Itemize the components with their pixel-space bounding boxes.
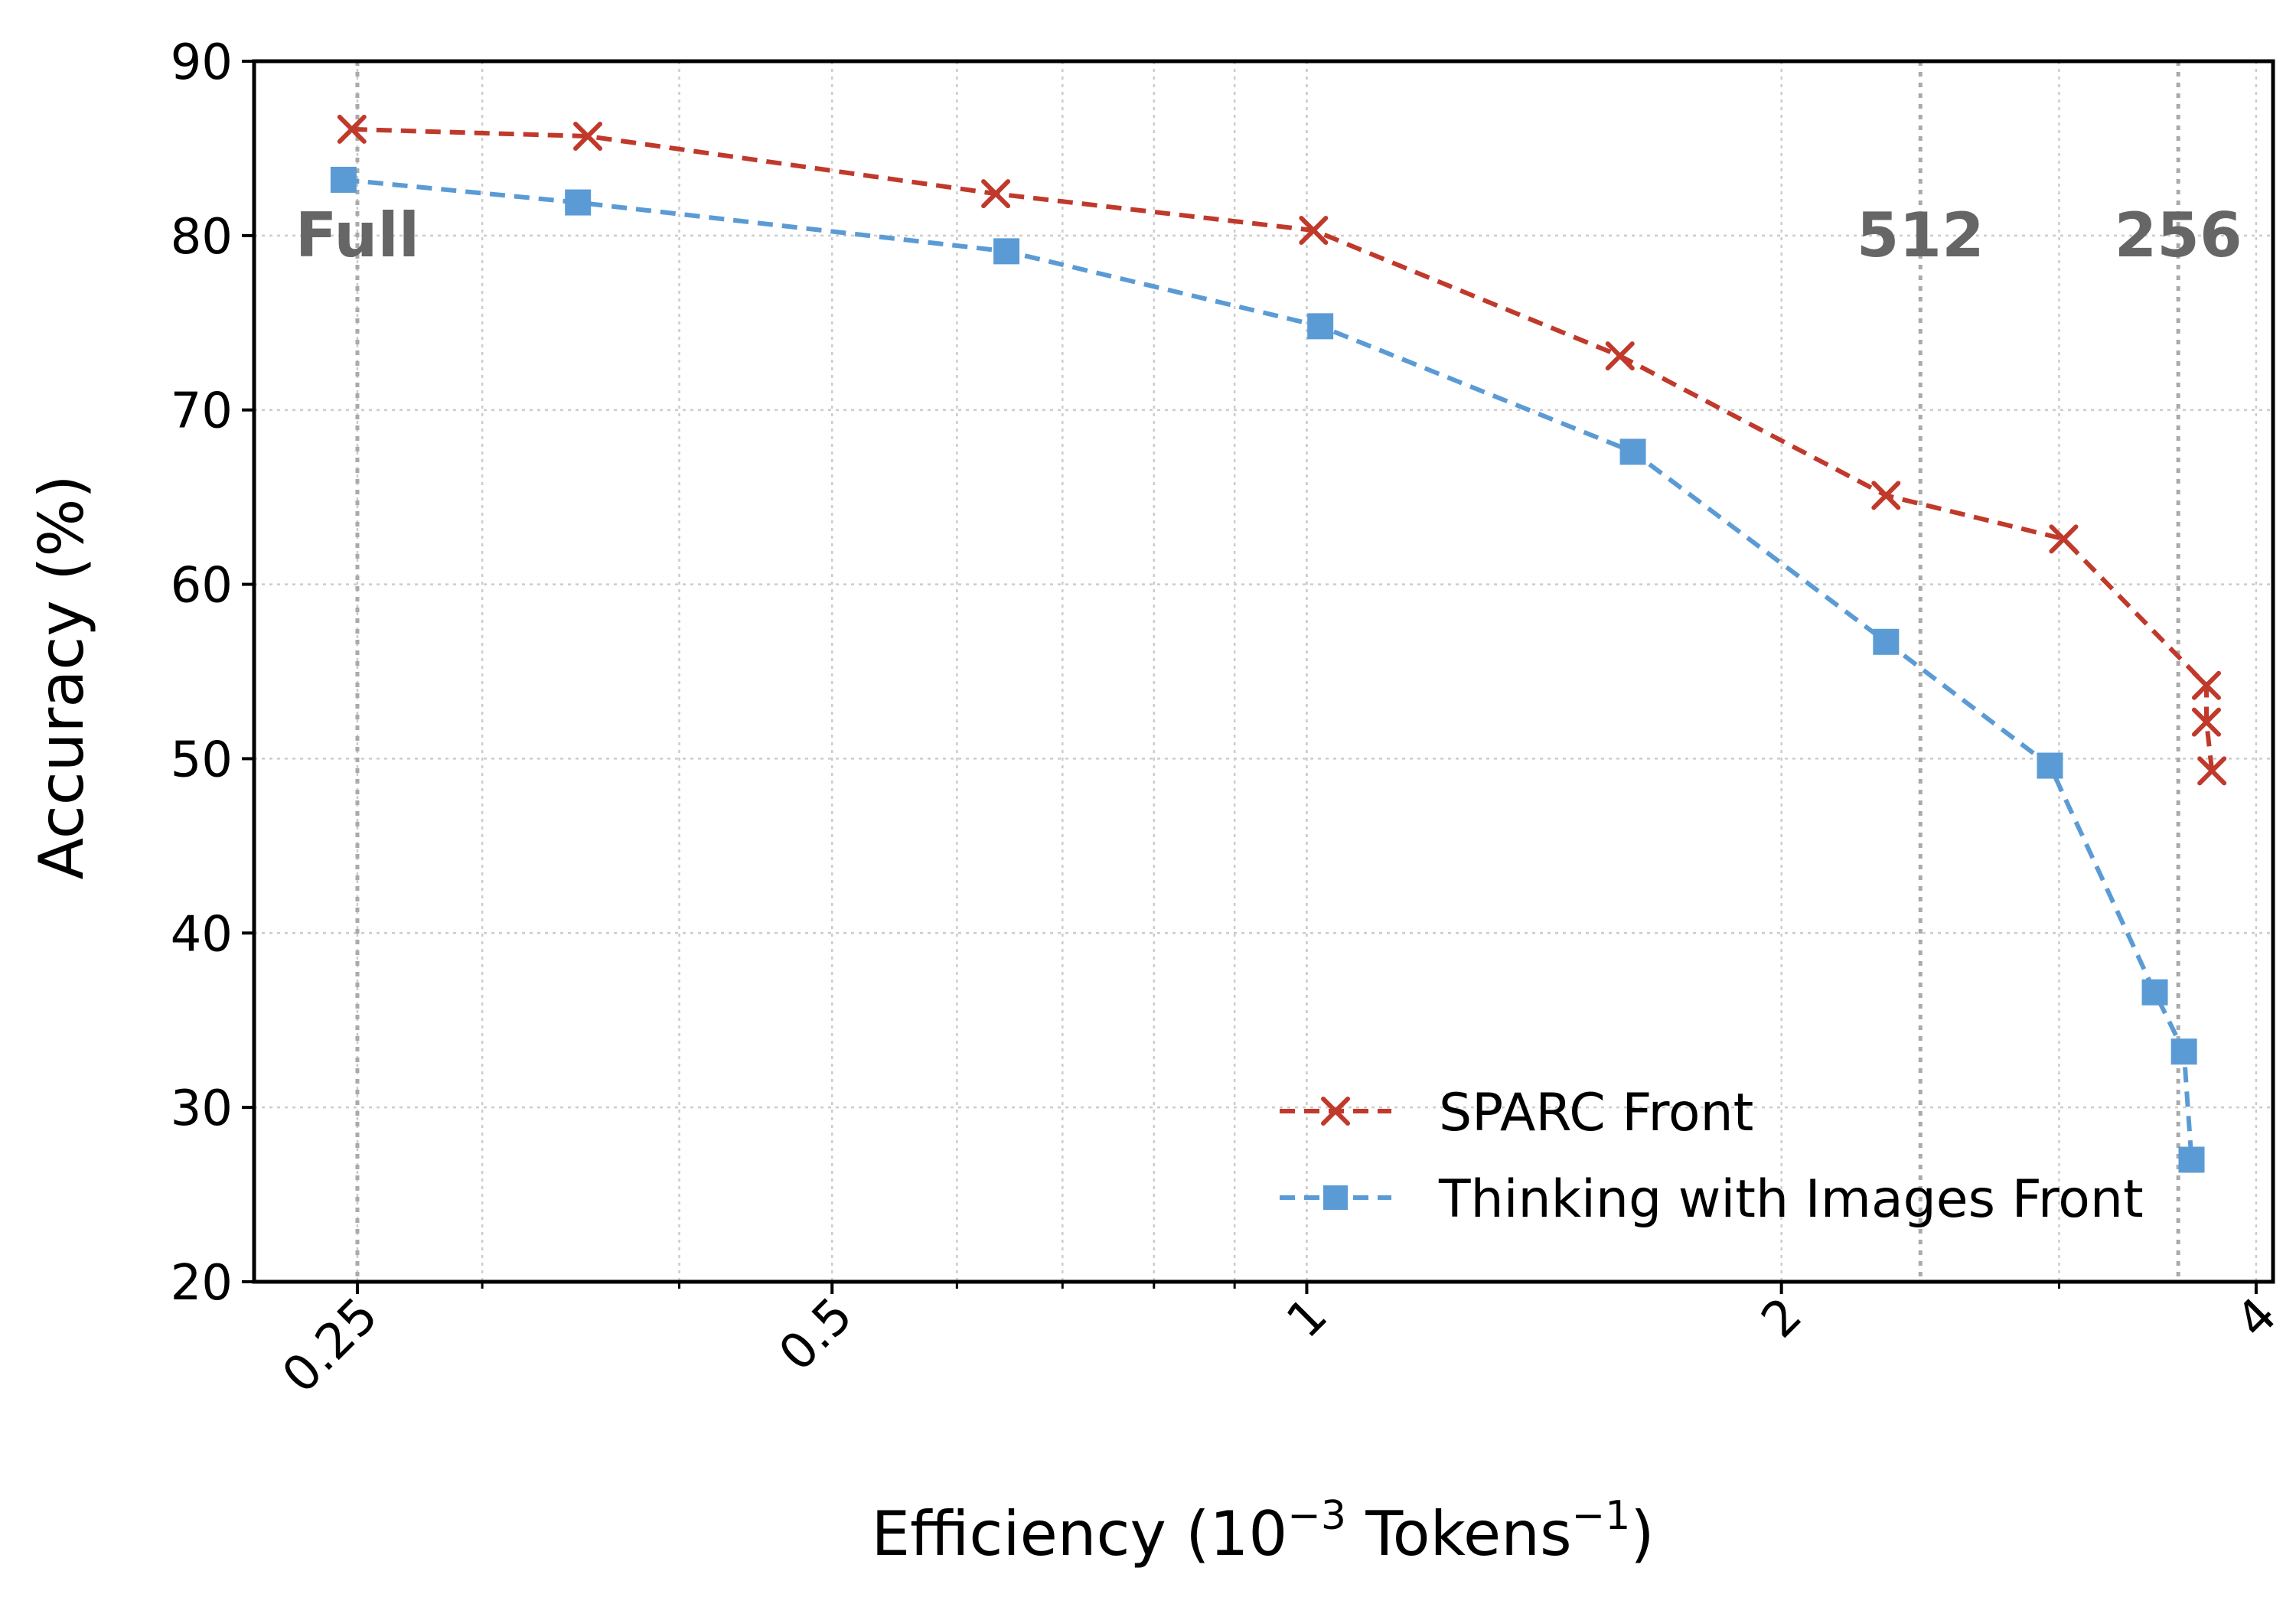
y-tick-label-2: 40	[171, 906, 233, 963]
twi-point	[2178, 1146, 2205, 1173]
sparc-point	[2191, 707, 2221, 737]
twi-point	[1307, 313, 1334, 340]
y-tick-label-1: 30	[171, 1081, 233, 1137]
y-tick-label-6: 80	[171, 209, 233, 266]
x-axis-title-exp2: −1	[1572, 1493, 1631, 1539]
legend-marker-sparc	[1321, 1097, 1350, 1126]
x-axis-title-exp1: −3	[1287, 1493, 1346, 1539]
budget-label-0: Full	[295, 200, 419, 271]
legend-marker-twi	[1323, 1185, 1348, 1210]
plot-frame	[252, 59, 2275, 1284]
sparc-point	[1299, 216, 1329, 246]
y-tick-label-0: 20	[171, 1255, 233, 1312]
legend: SPARC Front Thinking with Images Front	[1280, 1083, 2144, 1230]
budget-label-2: 256	[2115, 200, 2242, 271]
twi-point	[330, 166, 357, 193]
sparc-point	[981, 179, 1011, 209]
series-layer	[330, 114, 2227, 1173]
x-axis-title-base: Efficiency (10	[871, 1498, 1287, 1570]
y-axis: 20 30 40 50 60 70 80 90	[171, 34, 254, 1312]
sparc-point	[1605, 341, 1635, 371]
series-line-1	[343, 177, 2194, 1160]
y-axis-title: Accuracy (%)	[26, 474, 97, 879]
y-tick-label-7: 90	[171, 34, 233, 91]
sparc-point	[573, 121, 603, 151]
twi-point	[1873, 628, 1900, 655]
x-axis-title-mid: Tokens	[1346, 1498, 1572, 1570]
budget-label-1: 512	[1857, 200, 1985, 271]
twi-point	[2037, 752, 2063, 779]
sparc-point	[2191, 670, 2221, 700]
legend-label-twi: Thinking with Images Front	[1438, 1169, 2144, 1230]
y-tick-label-4: 60	[171, 558, 233, 614]
twi-point	[565, 189, 592, 216]
twi-point	[993, 238, 1020, 265]
x-axis-title-end: )	[1630, 1498, 1654, 1570]
y-tick-label-5: 70	[171, 383, 233, 440]
sparc-point	[1871, 481, 1901, 510]
twi-point	[2170, 1038, 2197, 1065]
sparc-point	[337, 114, 367, 144]
budget-lines: Full 512 256	[295, 61, 2242, 1282]
legend-label-sparc: SPARC Front	[1439, 1083, 1753, 1143]
twi-point	[1619, 438, 1646, 465]
twi-point	[2141, 979, 2168, 1006]
sparc-point	[2049, 524, 2079, 554]
x-axis-title: Efficiency (10−3 Tokens−1)	[871, 1493, 1654, 1570]
sparc-point	[2197, 756, 2227, 786]
series-line-0	[351, 126, 2215, 771]
y-tick-label-3: 50	[171, 732, 233, 788]
